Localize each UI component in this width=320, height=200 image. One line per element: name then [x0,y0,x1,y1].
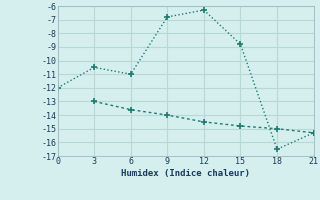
X-axis label: Humidex (Indice chaleur): Humidex (Indice chaleur) [121,169,250,178]
